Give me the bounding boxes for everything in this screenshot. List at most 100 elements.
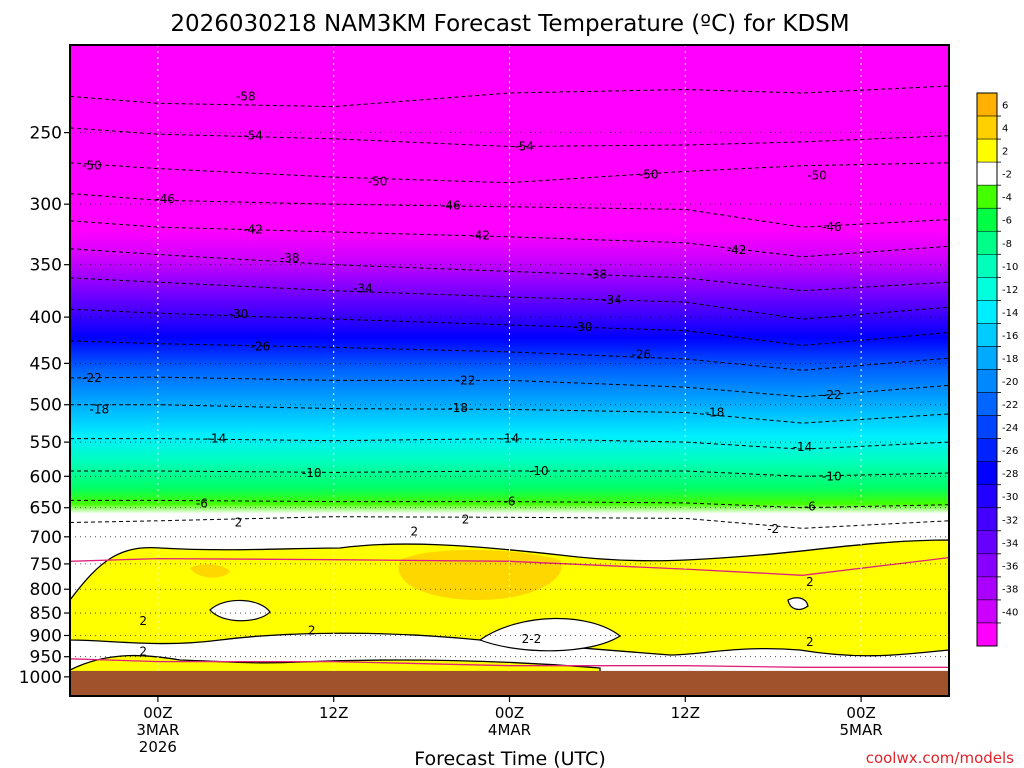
x-tick-label: 12Z (319, 704, 348, 722)
chart-title: 2026030218 NAM3KM Forecast Temperature (… (170, 11, 849, 37)
contour-label: -42 (243, 223, 263, 237)
y-tick-label: 450 (30, 354, 62, 374)
x-tick-label: 4MAR (488, 721, 531, 739)
contour-label: -14 (793, 440, 813, 454)
colorbar-swatch (976, 553, 998, 578)
contour-label: -46 (822, 220, 842, 234)
y-tick-label: 700 (30, 528, 62, 548)
colorbar: 6 4 2 -2 -4 -6 -8 -10 -12 -14 -16 -18 -20 -22 -24 -26 -2… (976, 92, 1018, 647)
y-tick-label: 750 (30, 555, 62, 575)
colorbar-swatch (976, 323, 998, 347)
contour-label: 2-2 (522, 632, 542, 646)
contour-label: -14 (207, 432, 227, 446)
colorbar-tick-label: -28 (1002, 469, 1018, 480)
colorbar-tick-label: -6 (1002, 216, 1012, 227)
y-tick-label: 400 (30, 308, 62, 328)
colorbar-tick-label: -20 (1002, 377, 1018, 388)
credit-text: coolwx.com/models (866, 749, 1014, 767)
contour-label: -18 (705, 405, 725, 419)
contour-label: -22 (456, 373, 476, 387)
isotherm-line (70, 376, 949, 398)
contour-label: -30 (573, 320, 593, 334)
colorbar-tick-label: -2 (1002, 170, 1012, 181)
colorbar-swatch (976, 115, 998, 140)
colorbar-swatch (976, 346, 998, 370)
colorbar-tick-label: -32 (1002, 515, 1018, 526)
colorbar-tick-label: -24 (1002, 423, 1018, 434)
grid-lines (70, 45, 949, 696)
y-tick-label: 500 (30, 396, 62, 416)
contour-label: 2 (806, 575, 814, 589)
contour-label: 2 (806, 635, 814, 649)
y-tick-label: 600 (30, 467, 62, 487)
isotherm-line (70, 308, 949, 347)
contour-labels: -58 -54 -54 -50 -50 -50 -50 -46 -46 -46 -42 -42 -42 -… (82, 89, 841, 658)
contour-label: -50 (82, 159, 102, 173)
x-tick-label: 12Z (671, 704, 700, 722)
colorbar-swatch (976, 622, 998, 647)
contour-label: -14 (500, 432, 520, 446)
warm-core-orange-2 (190, 564, 230, 578)
x-tick-label: 2026 (139, 738, 177, 756)
y-tick-label: 900 (30, 626, 62, 646)
colorbar-swatch (976, 438, 998, 462)
contour-label: 2 (308, 624, 316, 638)
colorbar-swatch (976, 484, 998, 509)
contour-label: -34 (353, 282, 373, 296)
contour-label: -30 (229, 307, 249, 321)
colorbar-tick-label: -36 (1002, 561, 1018, 572)
contour-label: -38 (280, 251, 300, 265)
colorbar-swatch (976, 576, 998, 601)
colorbar-swatch (976, 184, 998, 209)
x-tick-label: 00Z (495, 704, 524, 722)
y-tick-label: 250 (30, 124, 62, 144)
colorbar-tick-label: -34 (1002, 538, 1018, 549)
x-axis-label: Forecast Time (UTC) (414, 748, 605, 768)
colorbar-tick-label: -14 (1002, 308, 1018, 319)
colorbar-tick-label: 4 (1002, 124, 1008, 135)
isotherm-line (70, 404, 949, 424)
colorbar-tick-label: -8 (1002, 239, 1012, 250)
colorbar-tick-label: -16 (1002, 331, 1018, 342)
contour-label: -26 (251, 339, 271, 353)
x-tick-label: 5MAR (840, 721, 883, 739)
contour-label: -34 (602, 293, 622, 307)
colorbar-tick-label: -22 (1002, 400, 1018, 411)
contour-label: 2 (235, 516, 243, 530)
colorbar-tick-label: -26 (1002, 446, 1018, 457)
contour-label: 2 (139, 614, 147, 628)
y-tick-label: 350 (30, 256, 62, 276)
contour-label: -46 (155, 192, 175, 206)
contour-label: -22 (82, 371, 102, 385)
contour-label: -50 (368, 174, 388, 188)
contour-label: 2 (139, 644, 147, 658)
colorbar-tick-label: -30 (1002, 492, 1018, 503)
contour-label: -42 (727, 243, 747, 257)
cold-pocket-white (209, 599, 271, 622)
contour-label: -6 (196, 496, 208, 510)
x-tick-label: 3MAR (136, 721, 179, 739)
y-tick-label: 800 (30, 580, 62, 600)
colorbar-tick-label: 6 (1002, 101, 1008, 112)
y-tick-label: 650 (30, 499, 62, 519)
contour-label: -6 (504, 495, 516, 509)
colorbar-tick-label: -4 (1002, 193, 1012, 204)
contour-label: -50 (639, 167, 659, 181)
x-tick-label: 00Z (846, 704, 875, 722)
colorbar-swatch (976, 161, 998, 186)
isotherm-line (70, 499, 949, 509)
colorbar-swatch (976, 254, 998, 278)
y-tick-label: 1000 (19, 668, 62, 688)
cold-pocket-white-2 (478, 617, 622, 652)
contour-label: -58 (236, 89, 256, 103)
isotherm-line (70, 658, 949, 668)
colorbar-swatch (976, 277, 998, 301)
colorbar-swatch (976, 461, 998, 485)
colorbar-swatch (976, 231, 998, 255)
y-tick-label: 550 (30, 433, 62, 453)
colorbar-tick-label: 2 (1002, 147, 1008, 158)
isotherm-line (70, 438, 949, 450)
colorbar-swatch (976, 369, 998, 393)
plot-area: -58 -54 -54 -50 -50 -50 -50 -46 -46 -46 -42 -42 -42 -… (69, 44, 950, 697)
